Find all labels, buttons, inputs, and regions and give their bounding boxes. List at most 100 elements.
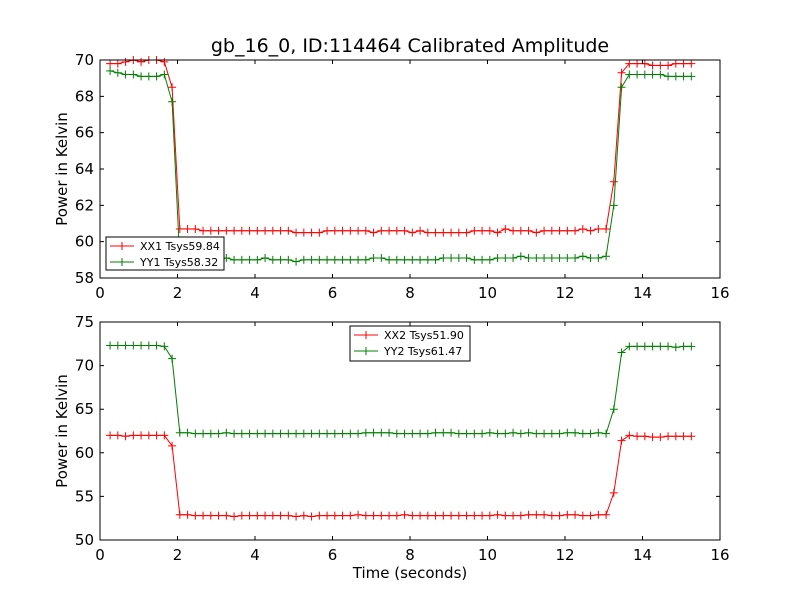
- data-point: [555, 429, 564, 438]
- x-tick-label: 6: [328, 284, 338, 302]
- data-point: [346, 255, 355, 264]
- data-point: [671, 432, 680, 441]
- data-point: [230, 255, 239, 264]
- data-point: [408, 228, 417, 237]
- data-point: [261, 429, 270, 438]
- legend-swatch-marker: [118, 242, 126, 250]
- data-point: [268, 511, 277, 520]
- data-point: [346, 511, 355, 520]
- data-point: [307, 228, 316, 237]
- data-point: [478, 511, 487, 520]
- data-point: [586, 254, 595, 263]
- x-axis-label: Time (seconds): [352, 564, 468, 582]
- data-point: [439, 511, 448, 520]
- x-tick-label: 0: [95, 284, 105, 302]
- data-point: [625, 431, 634, 440]
- data-point: [261, 226, 270, 235]
- data-point: [377, 254, 386, 263]
- data-point: [423, 228, 432, 237]
- data-point: [292, 512, 301, 521]
- data-point: [152, 72, 161, 81]
- data-point: [547, 254, 556, 263]
- x-tick-label: 12: [555, 546, 574, 564]
- data-point: [214, 429, 223, 438]
- data-point: [152, 341, 161, 350]
- data-point: [175, 510, 184, 519]
- data-point: [633, 70, 642, 79]
- data-point: [656, 433, 665, 442]
- data-point: [648, 433, 657, 442]
- x-tick-label: 4: [250, 546, 260, 564]
- data-point: [245, 255, 254, 264]
- y-tick-label: 50: [75, 531, 94, 549]
- x-tick-label: 2: [173, 284, 183, 302]
- legend-swatch-marker: [362, 347, 370, 355]
- data-point: [400, 255, 409, 264]
- data-point: [493, 228, 502, 237]
- data-point: [276, 429, 285, 438]
- data-point: [137, 431, 146, 440]
- data-point: [160, 57, 169, 66]
- data-point: [617, 348, 626, 357]
- data-point: [354, 255, 363, 264]
- data-point: [369, 228, 378, 237]
- data-point: [113, 341, 122, 350]
- data-point: [609, 177, 618, 186]
- data-point: [516, 252, 525, 261]
- data-point: [400, 429, 409, 438]
- data-point: [416, 226, 425, 235]
- data-point: [299, 429, 308, 438]
- data-point: [671, 72, 680, 81]
- x-tick-label: 10: [478, 546, 497, 564]
- data-point: [687, 342, 696, 351]
- y-tick-label: 64: [75, 160, 94, 178]
- data-point: [222, 511, 231, 520]
- data-point: [284, 226, 293, 235]
- data-point: [292, 257, 301, 266]
- data-point: [687, 72, 696, 81]
- data-point: [664, 432, 673, 441]
- series-line: [109, 70, 692, 263]
- data-point: [338, 429, 347, 438]
- y-axis-label: Power in Kelvin: [53, 374, 71, 488]
- data-point: [671, 59, 680, 68]
- data-point: [602, 224, 611, 233]
- data-point: [315, 255, 324, 264]
- data-point: [594, 254, 603, 263]
- data-point: [547, 226, 556, 235]
- data-point: [586, 226, 595, 235]
- data-point: [237, 429, 246, 438]
- data-point: [144, 431, 153, 440]
- data-point: [664, 72, 673, 81]
- data-point: [571, 428, 580, 437]
- data-point: [354, 429, 363, 438]
- data-point: [237, 226, 246, 235]
- data-point: [346, 226, 355, 235]
- data-point: [230, 512, 239, 521]
- data-point: [524, 510, 533, 519]
- data-point: [330, 429, 339, 438]
- data-point: [307, 429, 316, 438]
- data-point: [625, 70, 634, 79]
- data-point: [323, 511, 332, 520]
- data-point: [679, 59, 688, 68]
- data-point: [416, 255, 425, 264]
- data-point: [307, 512, 316, 521]
- data-point: [206, 226, 215, 235]
- data-point: [338, 255, 347, 264]
- data-point: [400, 226, 409, 235]
- data-point: [284, 511, 293, 520]
- data-point: [214, 226, 223, 235]
- data-point: [214, 511, 223, 520]
- x-tick-label: 0: [95, 546, 105, 564]
- legend: XX2 Tsys51.90 YY2 Tsys61.47: [349, 325, 471, 362]
- data-point: [532, 429, 541, 438]
- data-point: [493, 254, 502, 263]
- y-tick-label: 70: [75, 51, 94, 69]
- series-line: [110, 59, 692, 234]
- data-point: [191, 224, 200, 233]
- data-point: [524, 254, 533, 263]
- data-point: [292, 228, 301, 237]
- series-2-1: [106, 431, 696, 521]
